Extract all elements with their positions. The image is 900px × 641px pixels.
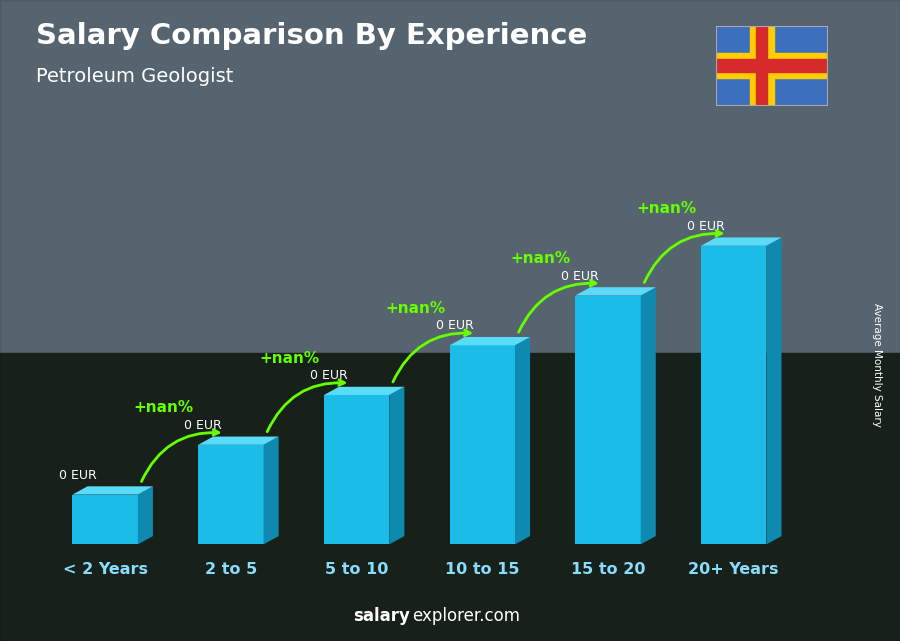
Bar: [0, 353, 900, 641]
Polygon shape: [515, 337, 530, 544]
Polygon shape: [641, 287, 656, 544]
Text: +nan%: +nan%: [259, 351, 320, 365]
Bar: [750, 26, 774, 106]
Text: Petroleum Geologist: Petroleum Geologist: [36, 67, 233, 87]
Polygon shape: [73, 487, 153, 495]
Bar: [198, 445, 264, 544]
Bar: [716, 53, 828, 78]
Polygon shape: [767, 237, 781, 544]
Text: 0 EUR: 0 EUR: [58, 469, 96, 482]
Bar: [450, 345, 515, 544]
Text: explorer.com: explorer.com: [412, 607, 520, 625]
Bar: [756, 26, 768, 106]
Text: +nan%: +nan%: [636, 201, 697, 216]
Polygon shape: [701, 237, 781, 246]
Text: 0 EUR: 0 EUR: [436, 319, 473, 333]
Text: 0 EUR: 0 EUR: [688, 220, 724, 233]
Polygon shape: [450, 337, 530, 345]
Text: 0 EUR: 0 EUR: [184, 419, 222, 432]
Polygon shape: [324, 387, 404, 395]
Text: salary: salary: [353, 607, 410, 625]
Polygon shape: [138, 487, 153, 544]
Text: +nan%: +nan%: [133, 401, 194, 415]
Text: +nan%: +nan%: [510, 251, 571, 266]
Polygon shape: [390, 387, 404, 544]
Bar: [716, 59, 828, 72]
Bar: [701, 246, 767, 544]
Text: Average Monthly Salary: Average Monthly Salary: [872, 303, 883, 428]
Text: +nan%: +nan%: [385, 301, 446, 316]
Text: 0 EUR: 0 EUR: [562, 270, 599, 283]
Polygon shape: [264, 437, 279, 544]
Bar: [575, 296, 641, 544]
Bar: [0, 0, 900, 353]
Text: Salary Comparison By Experience: Salary Comparison By Experience: [36, 22, 587, 51]
Bar: [73, 495, 138, 544]
Polygon shape: [198, 437, 279, 445]
Bar: [324, 395, 390, 544]
Polygon shape: [575, 287, 656, 296]
Text: 0 EUR: 0 EUR: [310, 369, 347, 382]
